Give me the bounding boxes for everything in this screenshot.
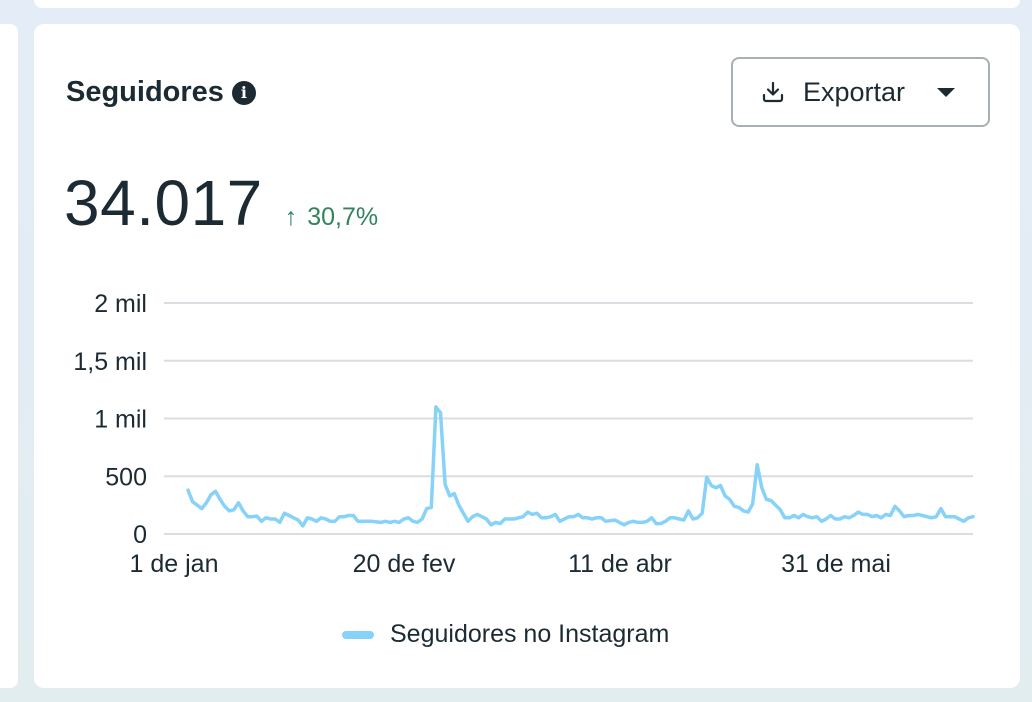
y-axis-label: 1,5 mil <box>73 348 147 376</box>
followers-count: 34.017 <box>64 167 263 239</box>
card-title: Seguidores i <box>66 76 256 109</box>
y-axis-label: 500 <box>105 463 147 491</box>
export-button[interactable]: Exportar <box>731 57 990 127</box>
left-adjacent-card <box>0 24 18 688</box>
x-axis-label: 31 de mai <box>781 550 891 578</box>
series-line[interactable] <box>186 405 975 528</box>
y-axis-label: 1 mil <box>94 406 147 434</box>
legend-swatch <box>342 630 374 639</box>
followers-card: Seguidores i Exportar 34.017 ↑ 30,7% 0 50… <box>34 24 1020 688</box>
legend-label: Seguidores no Instagram <box>390 620 670 648</box>
change-indicator: ↑ 30,7% <box>285 203 378 232</box>
x-axis-label: 20 de fev <box>353 550 456 578</box>
y-axis-label: 0 <box>133 521 147 549</box>
top-adjacent-card <box>34 0 1020 8</box>
download-icon <box>762 81 784 103</box>
info-icon[interactable]: i <box>231 80 256 105</box>
chart-legend[interactable]: Seguidores no Instagram <box>342 620 669 649</box>
arrow-up-icon: ↑ <box>284 203 298 231</box>
change-percent: 30,7% <box>307 203 379 231</box>
export-label: Exportar <box>803 76 906 107</box>
x-axis-label: 11 de abr <box>568 550 672 578</box>
x-axis-label: 1 de jan <box>130 550 219 578</box>
caret-down-icon <box>937 87 956 97</box>
card-title-text: Seguidores <box>66 76 224 108</box>
line-chart: 0 500 1 mil 1,5 mil 2 mil 1 de jan 20 de fev 11… <box>73 290 975 578</box>
metric: 34.017 ↑ 30,7% <box>64 166 378 240</box>
y-axis-label: 2 mil <box>94 290 147 318</box>
